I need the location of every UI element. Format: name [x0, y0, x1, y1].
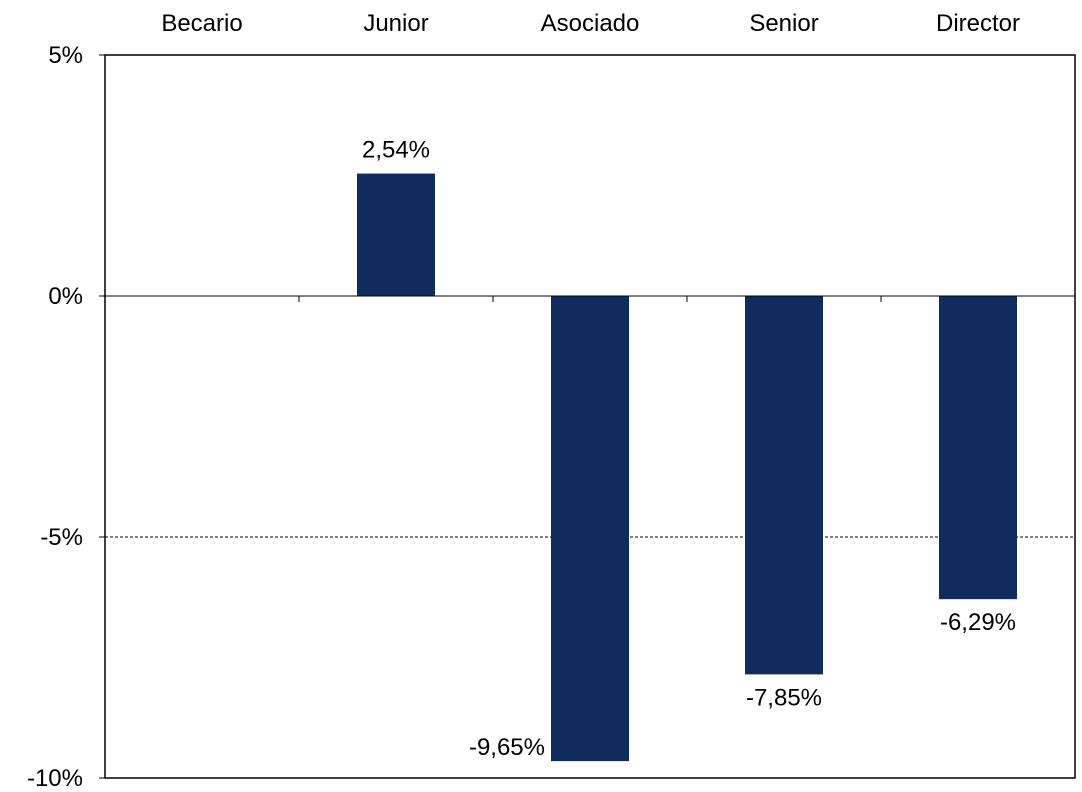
category-label-becario: Becario — [161, 10, 242, 37]
bars — [357, 173, 1017, 762]
bar-asociado — [551, 296, 629, 762]
category-label-junior: Junior — [363, 10, 428, 37]
data-label-director: -6,29% — [940, 609, 1016, 636]
category-label-senior: Senior — [749, 10, 818, 37]
data-label-senior: -7,85% — [746, 684, 822, 711]
y-tick-label-3: -10% — [27, 765, 83, 792]
axis-tick-marks — [99, 54, 882, 779]
category-label-asociado: Asociado — [541, 10, 640, 37]
category-labels: Becario Junior Asociado Senior Director — [161, 10, 1020, 37]
bar-junior — [357, 173, 435, 296]
bar-senior — [745, 296, 823, 675]
data-labels: 2,54% -9,65% -7,85% -6,29% — [362, 137, 1016, 762]
bar-director — [939, 296, 1017, 600]
y-axis-tick-labels: 5% 0% -5% -10% — [27, 42, 83, 792]
data-label-junior: 2,54% — [362, 137, 430, 164]
y-tick-label-1: 0% — [48, 283, 83, 310]
data-label-asociado: -9,65% — [469, 734, 545, 761]
y-tick-label-0: 5% — [48, 42, 83, 69]
category-label-director: Director — [936, 10, 1020, 37]
y-tick-label-2: -5% — [40, 524, 83, 551]
